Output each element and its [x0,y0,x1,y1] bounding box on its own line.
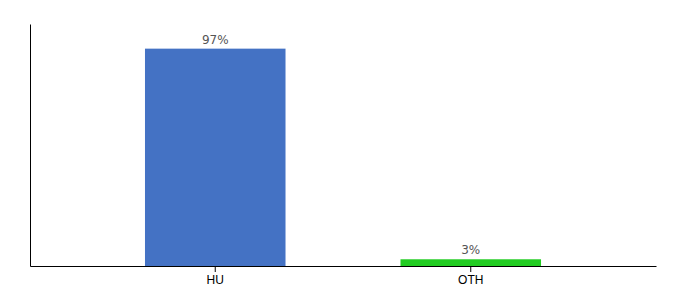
x-axis: HU OTH [31,266,657,287]
x-tick: OTH [458,266,483,287]
bar [145,49,286,266]
bar [400,259,541,266]
y-axis [30,25,31,267]
x-tick: HU [207,266,224,287]
plot: HU OTH 97% 3% [31,25,657,287]
data-label: 97% [202,33,229,47]
bars [145,49,541,266]
x-tick-mark [470,266,471,272]
x-tick-mark [215,266,216,272]
chart: HU OTH 97% 3% [0,0,680,300]
x-tick-label: HU [207,273,224,287]
x-axis-line [31,266,657,267]
data-labels: 97% 3% [202,33,480,258]
x-tick-label: OTH [458,273,483,287]
data-label: 3% [461,243,480,257]
y-axis-line [30,25,31,267]
